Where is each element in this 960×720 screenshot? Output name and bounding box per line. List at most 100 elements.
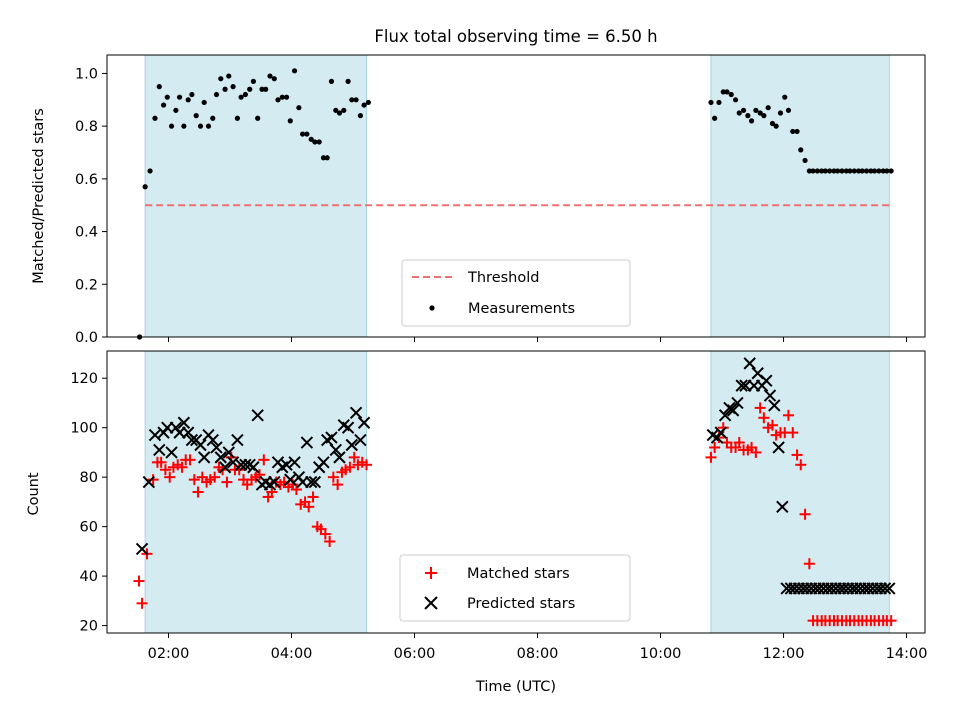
measurement-point: [810, 168, 816, 174]
legend-predicted-label: Predicted stars: [467, 596, 575, 612]
measurement-point: [160, 102, 167, 108]
predicted-x-b: [206, 433, 219, 447]
predicted-star-marker: [284, 473, 297, 486]
measurement-point: [152, 115, 158, 121]
x-tick-label: 12:00: [763, 646, 805, 662]
top-y-tick-label: 0.6: [75, 172, 98, 188]
predicted-star-marker: [760, 374, 773, 387]
bottom-y-tick-label: 60: [80, 520, 98, 536]
measurement-point: [296, 105, 302, 111]
measurement-point: [234, 115, 240, 121]
measurement-point: [851, 168, 857, 174]
bottom-y-axis-label: Count: [26, 472, 42, 515]
measurement-point: [189, 91, 195, 98]
predicted-x-b: [751, 367, 764, 380]
measurement-point: [835, 168, 841, 174]
predicted-star-marker: [197, 451, 211, 464]
matched-star-marker: [348, 451, 360, 463]
measurement-point: [716, 99, 722, 106]
measurement-point: [720, 89, 726, 95]
measurement-point: [142, 184, 148, 190]
measurement-points: [136, 68, 894, 340]
predicted-star-marker: [222, 446, 235, 459]
matched-star-marker: [258, 454, 270, 466]
measurement-point: [250, 78, 256, 84]
predicted-star-marker: [743, 357, 756, 370]
measurement-point: [740, 107, 747, 113]
measurement-point: [287, 118, 293, 124]
bottom-y-tick-label: 100: [70, 421, 98, 437]
predicted-star-marker: [735, 379, 748, 392]
predicted-star-marker: [349, 406, 363, 420]
predicted-x-b: [345, 438, 358, 452]
predicted-x-b: [760, 374, 773, 387]
measurement-point: [247, 86, 253, 92]
predicted-x-b: [300, 436, 314, 449]
matched-star-marker: [147, 474, 159, 486]
measurement-point: [271, 76, 277, 82]
top-legend: Threshold Measurements: [401, 259, 631, 327]
top-shaded-ranges: [144, 54, 890, 338]
measurement-point: [785, 107, 792, 113]
matched-star-marker: [221, 476, 233, 488]
predicted-star-marker: [226, 456, 240, 469]
measurement-point: [197, 123, 204, 129]
measurement-point: [868, 168, 874, 174]
chart-title: Flux total observing time = 6.50 h: [374, 27, 657, 46]
measurement-point: [748, 118, 755, 124]
bottom-y-tick-label: 40: [80, 569, 98, 585]
predicted-x-b: [763, 389, 777, 402]
predicted-star-marker: [153, 443, 166, 457]
predicted-x-b: [226, 456, 240, 469]
bottom-plot: 20 40 60 80 100 120 02:00 04:00 06:00 08:00 10:00…: [26, 350, 927, 695]
predicted-star-marker: [214, 451, 227, 464]
predicted-x-b: [883, 582, 896, 595]
predicted-x-b: [135, 542, 149, 556]
predicted-x-b: [214, 451, 227, 464]
bottom-y-tick-label: 120: [70, 371, 98, 387]
top-y-tick-label: 0.0: [75, 330, 98, 346]
predicted-star-marker: [329, 443, 343, 457]
measurement-point: [230, 84, 236, 90]
predicted-star-marker: [268, 475, 281, 489]
legend-threshold-label: Threshold: [467, 270, 539, 286]
measurement-point: [218, 76, 224, 82]
predicted-x-b: [280, 458, 293, 471]
matched-star-marker: [758, 412, 770, 424]
legend-measurements-swatch: [429, 305, 435, 311]
top-y-tick-label: 0.4: [75, 225, 98, 241]
bottom-y-axis: 20 40 60 80 100 120: [70, 371, 107, 635]
measurement-point: [884, 168, 890, 174]
x-tick-label: 02:00: [148, 646, 190, 662]
predicted-x-b: [165, 446, 178, 459]
measurement-point: [757, 110, 763, 116]
measurement-point: [863, 168, 870, 174]
top-shade-0: [144, 54, 368, 338]
top-plot: 0.0 0.2 0.4 0.6 0.8 1.0 Matched/Predicted sta…: [31, 54, 926, 346]
predicted-x-b: [247, 461, 260, 474]
predicted-x-b: [776, 500, 789, 514]
predicted-star-marker: [357, 416, 371, 429]
measurement-point: [336, 110, 343, 116]
predicted-star-marker: [317, 456, 330, 469]
matched-star-marker: [254, 469, 266, 481]
matched-star-marker: [133, 575, 145, 587]
measurement-point: [745, 113, 751, 119]
bottom-y-tick-label: 20: [80, 619, 98, 635]
predicted-star-marker: [304, 475, 318, 489]
measurement-point: [831, 168, 837, 174]
matched-star-marker: [795, 459, 807, 471]
measurement-point: [324, 155, 330, 161]
x-tick-label: 10:00: [640, 646, 682, 662]
predicted-x-b: [706, 428, 720, 442]
measurement-point: [308, 136, 314, 142]
predicted-star-marker: [218, 461, 232, 474]
measurement-point: [876, 168, 882, 174]
measurement-point: [773, 123, 779, 129]
measurement-point: [798, 147, 804, 153]
predicted-x-b: [743, 357, 756, 370]
measurement-point: [333, 107, 339, 113]
top-shade-1: [710, 54, 890, 338]
predicted-x-b: [329, 443, 343, 457]
measurement-point: [181, 123, 187, 129]
